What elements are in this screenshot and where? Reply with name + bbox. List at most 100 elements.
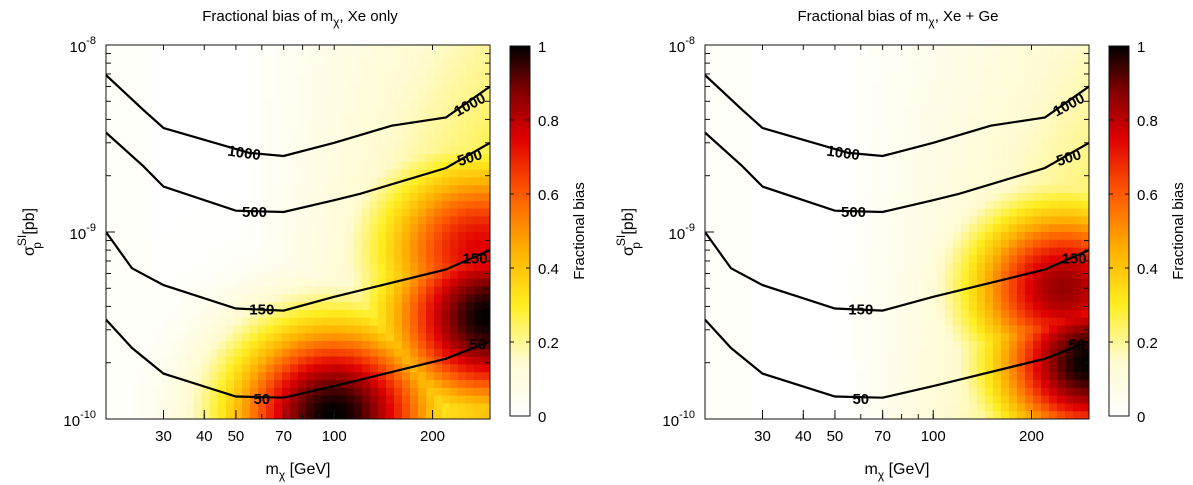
heatmap-cell <box>306 177 315 186</box>
contour-label: 150 <box>1062 251 1087 268</box>
heatmap-cell <box>809 395 818 405</box>
heatmap-cell <box>186 403 195 412</box>
heatmap-cell <box>777 177 786 186</box>
heatmap-cell <box>474 263 483 272</box>
heatmap-cell <box>833 255 842 264</box>
heatmap-cell <box>298 255 307 264</box>
heatmap-cell <box>138 224 147 233</box>
heatmap-cell <box>442 278 451 288</box>
heatmap-cell <box>418 387 427 397</box>
heatmap-cell <box>202 169 211 179</box>
heatmap-cell <box>178 177 187 186</box>
heatmap-cell <box>1081 99 1089 108</box>
heatmap-cell <box>450 333 459 342</box>
heatmap-cell <box>258 341 267 350</box>
heatmap-cell <box>362 270 371 280</box>
heatmap-cell <box>202 278 211 288</box>
heatmap-cell <box>186 364 195 373</box>
heatmap-cell <box>753 403 762 412</box>
heatmap-cell <box>881 411 890 419</box>
heatmap-cell <box>1001 45 1010 54</box>
heatmap-cell <box>841 372 850 381</box>
heatmap-cell <box>1025 60 1034 69</box>
heatmap-cell <box>785 208 794 218</box>
heatmap-cell <box>322 403 331 412</box>
heatmap-cell <box>897 364 906 373</box>
heatmap-cell <box>985 317 994 327</box>
heatmap-cell <box>154 130 163 140</box>
heatmap-cell <box>194 161 203 171</box>
heatmap-cell <box>186 380 195 389</box>
heatmap-cell <box>729 333 738 342</box>
heatmap-cell <box>705 68 714 77</box>
heatmap-cell <box>266 255 275 264</box>
heatmap-cell <box>202 115 211 124</box>
heatmap-cell <box>1009 107 1018 116</box>
heatmap-cell <box>833 302 842 311</box>
heatmap-cell <box>370 255 379 264</box>
heatmap-cell <box>985 200 994 210</box>
heatmap-cell <box>218 91 227 101</box>
heatmap-cell <box>953 356 962 366</box>
heatmap-cell <box>362 255 371 264</box>
heatmap-cell <box>290 317 299 327</box>
heatmap-cell <box>993 317 1002 327</box>
heatmap-cell <box>905 122 914 132</box>
heatmap-cell <box>705 185 714 194</box>
x-tick-label: 70 <box>874 428 891 445</box>
heatmap-cell <box>1065 60 1074 69</box>
heatmap-cell <box>378 208 387 218</box>
heatmap-cell <box>138 185 147 194</box>
heatmap-cell <box>282 255 291 264</box>
heatmap-cell <box>945 333 954 342</box>
heatmap-cell <box>338 146 347 155</box>
heatmap-cell <box>897 169 906 179</box>
heatmap-cell <box>841 200 850 210</box>
heatmap-cell <box>769 302 778 311</box>
heatmap-cell <box>466 270 475 280</box>
heatmap-cell <box>162 302 171 311</box>
heatmap-cell <box>1041 122 1050 132</box>
heatmap-cell <box>993 247 1002 256</box>
heatmap-cell <box>114 372 123 381</box>
heatmap-cell <box>250 130 259 140</box>
heatmap-cell <box>290 395 299 405</box>
heatmap-cell <box>266 107 275 116</box>
heatmap-cell <box>761 278 770 288</box>
heatmap-cell <box>474 356 483 366</box>
heatmap-cell <box>1033 60 1042 69</box>
heatmap-cell <box>713 99 722 108</box>
heatmap-cell <box>418 177 427 186</box>
heatmap-cell <box>458 138 467 147</box>
colorbar-tick-label: 0 <box>538 409 546 426</box>
heatmap-cell <box>1025 45 1034 54</box>
heatmap-cell <box>146 270 155 280</box>
heatmap-cell <box>921 161 930 171</box>
heatmap-cell <box>793 270 802 280</box>
heatmap-cell <box>953 115 962 124</box>
heatmap-cell <box>338 294 347 303</box>
heatmap-cell <box>1081 270 1089 280</box>
heatmap-cell <box>194 52 203 62</box>
heatmap-cell <box>1033 372 1042 381</box>
heatmap-cell <box>1025 177 1034 186</box>
heatmap-cell <box>226 341 235 350</box>
heatmap-cell <box>961 177 970 186</box>
heatmap-cell <box>713 294 722 303</box>
heatmap-cell <box>817 278 826 288</box>
heatmap-cell <box>969 130 978 140</box>
heatmap-cell <box>945 99 954 108</box>
heatmap-cell <box>713 68 722 77</box>
xlabel-tail: [GeV] <box>285 461 330 478</box>
heatmap-cell <box>897 76 906 85</box>
heatmap-cell <box>274 177 283 186</box>
heatmap-cell <box>194 91 203 101</box>
heatmap-cell <box>881 83 890 93</box>
heatmap-cell <box>266 68 275 77</box>
heatmap-cell <box>106 356 115 366</box>
heatmap-cell <box>482 122 490 132</box>
heatmap-cell <box>282 341 291 350</box>
heatmap-cell <box>1065 107 1074 116</box>
heatmap-cell <box>298 224 307 233</box>
